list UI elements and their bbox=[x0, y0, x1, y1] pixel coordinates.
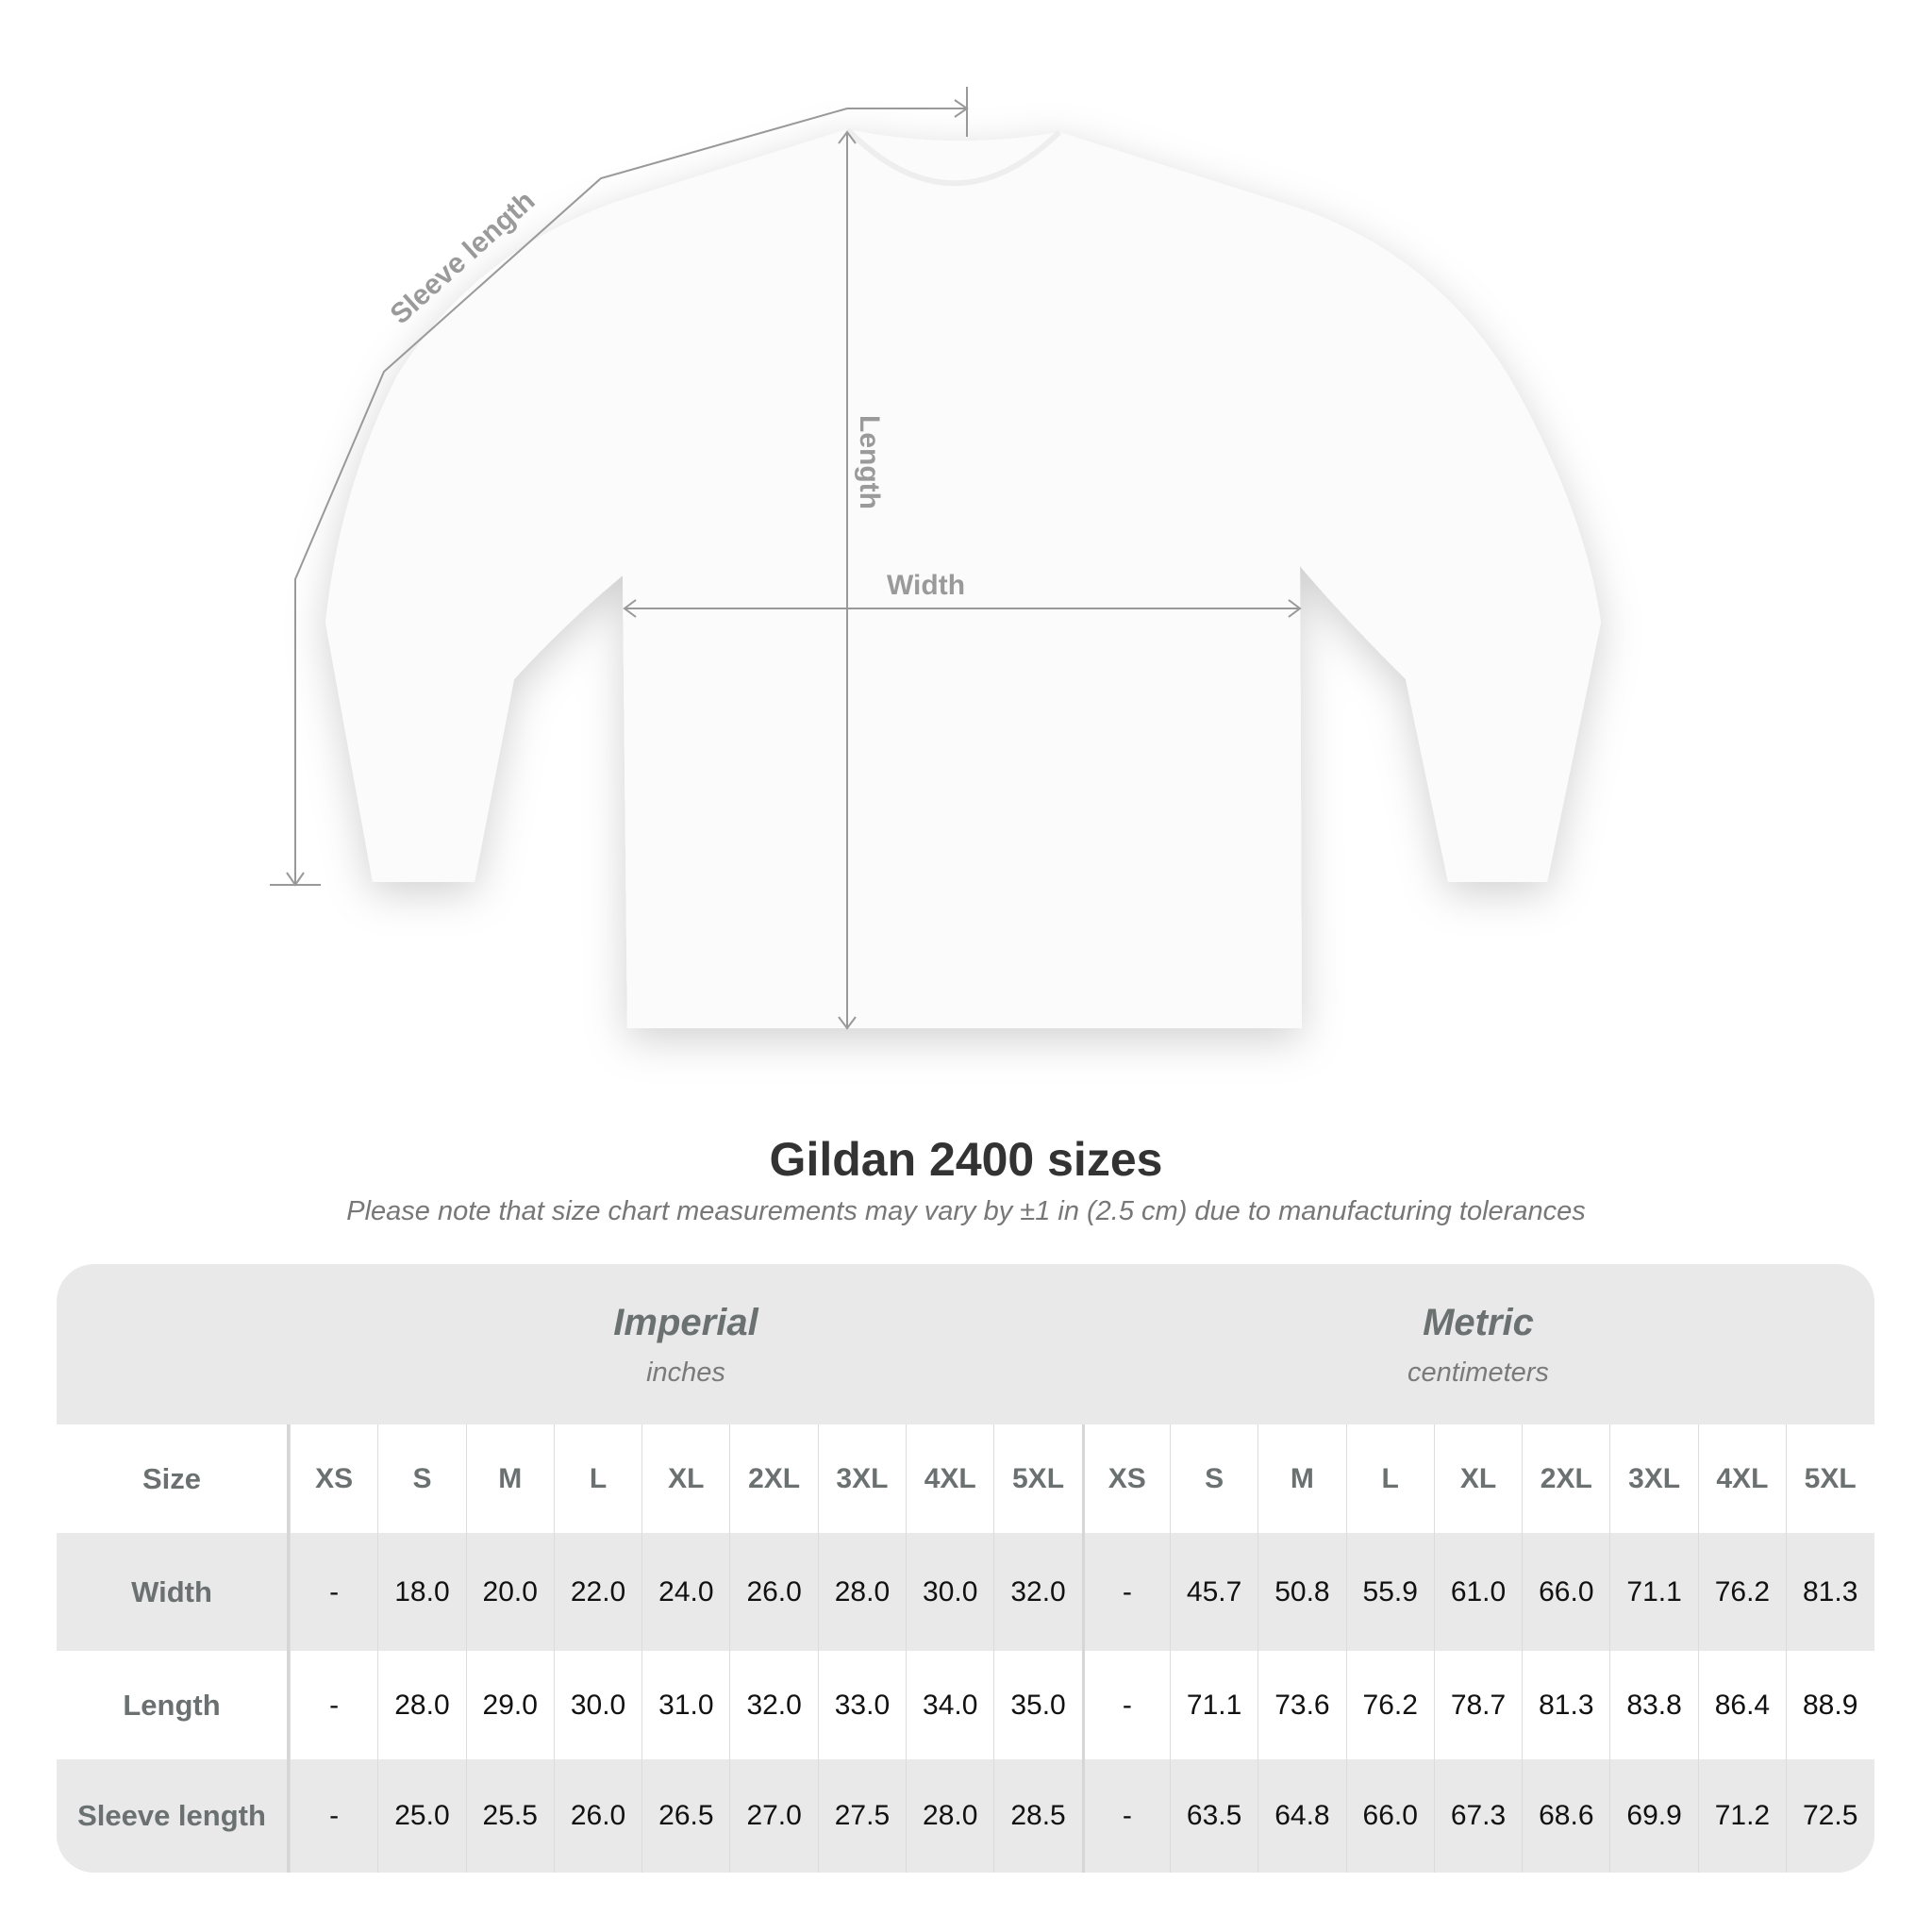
metric-value-cell: 66.0 bbox=[1522, 1533, 1609, 1651]
imperial-value-cell: 26.0 bbox=[729, 1533, 817, 1651]
metric-value-cell: 76.2 bbox=[1345, 1651, 1434, 1759]
metric-value-cell: - bbox=[1081, 1759, 1170, 1873]
metric-value-cell: 71.1 bbox=[1609, 1533, 1697, 1651]
metric-title: Metric bbox=[1423, 1302, 1534, 1343]
imperial-value-cell: 28.0 bbox=[817, 1533, 906, 1651]
length-label: Length bbox=[854, 415, 885, 509]
metric-value-cell: 81.3 bbox=[1522, 1651, 1609, 1759]
size-header-cell: 3XL bbox=[817, 1424, 906, 1533]
size-table: Imperial inches Metric centimeters Size X… bbox=[57, 1264, 1874, 1873]
imperial-value-cell: 20.0 bbox=[465, 1533, 554, 1651]
metric-value-cell: 55.9 bbox=[1345, 1533, 1434, 1651]
size-header-cell: 5XL bbox=[1786, 1424, 1874, 1533]
size-header-cell: S bbox=[1169, 1424, 1257, 1533]
metric-value-cell: 72.5 bbox=[1786, 1759, 1874, 1873]
imperial-value-cell: 25.5 bbox=[465, 1759, 554, 1873]
table-row: Length -28.0 29.0 30.0 31.0 32.0 33.0 34.0 35.0-… bbox=[57, 1651, 1874, 1759]
metric-header: Metric centimeters bbox=[1082, 1264, 1874, 1424]
sleeve-length-measure bbox=[270, 87, 969, 887]
size-header-row: Size XS S M L XL 2XL 3XL 4XL 5XL XS S M L XL 2XL 3XL 4XL 5… bbox=[57, 1424, 1874, 1533]
width-measure bbox=[623, 599, 1302, 618]
row-label: Width bbox=[57, 1533, 290, 1651]
metric-unit: centimeters bbox=[1407, 1357, 1549, 1388]
imperial-value-cell: 25.0 bbox=[377, 1759, 465, 1873]
row-label: Sleeve length bbox=[57, 1759, 290, 1873]
size-header-cell: 3XL bbox=[1609, 1424, 1697, 1533]
size-header-cell: 4XL bbox=[906, 1424, 993, 1533]
imperial-value-cell: 27.5 bbox=[817, 1759, 906, 1873]
metric-value-cell: 45.7 bbox=[1169, 1533, 1257, 1651]
table-row: Sleeve length -25.0 25.5 26.0 26.5 27.0 27.5 28… bbox=[57, 1759, 1874, 1873]
metric-value-cell: 67.3 bbox=[1433, 1759, 1522, 1873]
size-header-cell: XL bbox=[641, 1424, 729, 1533]
long-sleeve-shirt bbox=[325, 126, 1601, 1028]
imperial-value-cell: 29.0 bbox=[465, 1651, 554, 1759]
imperial-value-cell: 27.0 bbox=[729, 1759, 817, 1873]
metric-value-cell: 73.6 bbox=[1257, 1651, 1345, 1759]
metric-value-cell: 50.8 bbox=[1257, 1533, 1345, 1651]
row-label: Length bbox=[57, 1651, 290, 1759]
metric-value-cell: 78.7 bbox=[1433, 1651, 1522, 1759]
imperial-value-cell: - bbox=[290, 1651, 377, 1759]
metric-value-cell: 66.0 bbox=[1345, 1759, 1434, 1873]
page-title: Gildan 2400 sizes bbox=[769, 1133, 1163, 1186]
imperial-value-cell: - bbox=[290, 1759, 377, 1873]
imperial-title: Imperial bbox=[613, 1302, 758, 1343]
imperial-value-cell: 32.0 bbox=[993, 1533, 1081, 1651]
shirt-diagram: Sleeve length Length Width bbox=[270, 87, 1601, 1030]
imperial-header: Imperial inches bbox=[290, 1264, 1082, 1424]
metric-value-cell: - bbox=[1081, 1533, 1170, 1651]
imperial-value-cell: 34.0 bbox=[906, 1651, 993, 1759]
imperial-value-cell: 28.0 bbox=[906, 1759, 993, 1873]
imperial-value-cell: 22.0 bbox=[553, 1533, 641, 1651]
imperial-value-cell: 33.0 bbox=[817, 1651, 906, 1759]
metric-value-cell: 83.8 bbox=[1609, 1651, 1697, 1759]
size-header-cell: 2XL bbox=[729, 1424, 817, 1533]
metric-value-cell: 76.2 bbox=[1697, 1533, 1786, 1651]
size-header-cell: L bbox=[553, 1424, 641, 1533]
metric-value-cell: 88.9 bbox=[1786, 1651, 1874, 1759]
metric-value-cell: 68.6 bbox=[1522, 1759, 1609, 1873]
size-header-cell: M bbox=[465, 1424, 554, 1533]
imperial-value-cell: 28.5 bbox=[993, 1759, 1081, 1873]
width-label: Width bbox=[887, 570, 965, 601]
imperial-value-cell: - bbox=[290, 1533, 377, 1651]
size-header-cell: L bbox=[1345, 1424, 1434, 1533]
size-header-cell: XS bbox=[1081, 1424, 1170, 1533]
imperial-value-cell: 18.0 bbox=[377, 1533, 465, 1651]
imperial-value-cell: 31.0 bbox=[641, 1651, 729, 1759]
tolerance-note: Please note that size chart measurements… bbox=[346, 1196, 1586, 1226]
size-header-cell: 4XL bbox=[1697, 1424, 1786, 1533]
imperial-unit: inches bbox=[646, 1357, 725, 1388]
size-header-cell: XS bbox=[290, 1424, 377, 1533]
imperial-value-cell: 32.0 bbox=[729, 1651, 817, 1759]
row-label: Size bbox=[57, 1424, 290, 1533]
imperial-value-cell: 24.0 bbox=[641, 1533, 729, 1651]
imperial-value-cell: 35.0 bbox=[993, 1651, 1081, 1759]
size-header-cell: M bbox=[1257, 1424, 1345, 1533]
imperial-value-cell: 30.0 bbox=[906, 1533, 993, 1651]
imperial-value-cell: 26.0 bbox=[553, 1759, 641, 1873]
imperial-value-cell: 26.5 bbox=[641, 1759, 729, 1873]
metric-value-cell: 69.9 bbox=[1609, 1759, 1697, 1873]
imperial-value-cell: 28.0 bbox=[377, 1651, 465, 1759]
metric-value-cell: 81.3 bbox=[1786, 1533, 1874, 1651]
metric-value-cell: 86.4 bbox=[1697, 1651, 1786, 1759]
metric-value-cell: 61.0 bbox=[1433, 1533, 1522, 1651]
imperial-value-cell: 30.0 bbox=[553, 1651, 641, 1759]
metric-value-cell: - bbox=[1081, 1651, 1170, 1759]
metric-value-cell: 64.8 bbox=[1257, 1759, 1345, 1873]
metric-value-cell: 63.5 bbox=[1169, 1759, 1257, 1873]
size-header-cell: 5XL bbox=[993, 1424, 1081, 1533]
metric-value-cell: 71.2 bbox=[1697, 1759, 1786, 1873]
size-header-cell: XL bbox=[1433, 1424, 1522, 1533]
metric-value-cell: 71.1 bbox=[1169, 1651, 1257, 1759]
length-measure bbox=[838, 130, 857, 1030]
table-row: Width -18.0 20.0 22.0 24.0 26.0 28.0 30.0 32.0-4… bbox=[57, 1533, 1874, 1651]
size-header-cell: 2XL bbox=[1522, 1424, 1609, 1533]
size-header-cell: S bbox=[377, 1424, 465, 1533]
